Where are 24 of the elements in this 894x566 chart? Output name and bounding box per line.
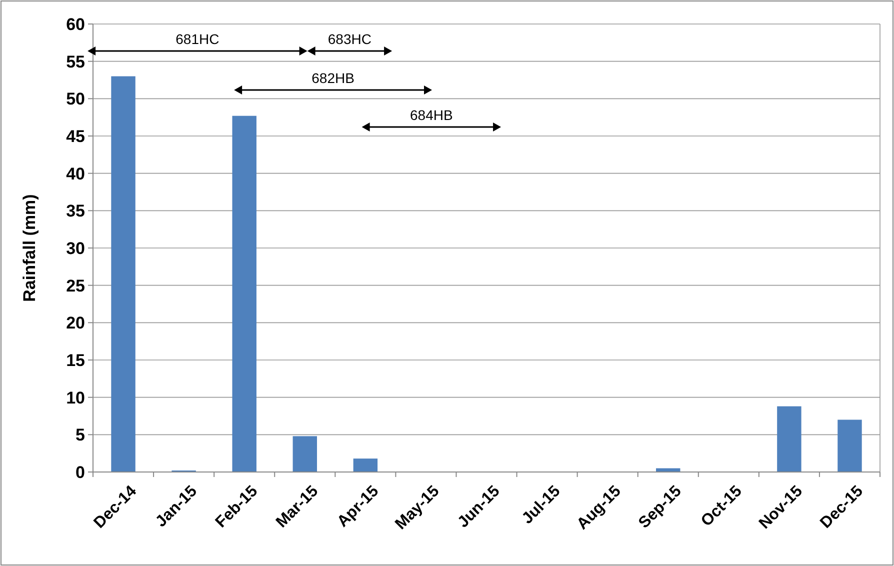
y-tick-label: 25 bbox=[66, 276, 85, 296]
y-tick-label: 5 bbox=[76, 426, 85, 445]
bar bbox=[353, 458, 378, 472]
bar bbox=[232, 116, 256, 472]
y-tick-label: 55 bbox=[66, 52, 85, 72]
annotation: 682HB bbox=[312, 70, 354, 86]
bar bbox=[838, 420, 862, 472]
y-tick-label: 45 bbox=[66, 126, 85, 146]
annotation: 681HC bbox=[176, 31, 220, 47]
y-tick-label: 30 bbox=[66, 238, 85, 258]
y-tick-label: 0 bbox=[76, 462, 85, 482]
bar bbox=[777, 406, 802, 472]
y-tick-label: 60 bbox=[66, 14, 85, 34]
y-tick-label: 40 bbox=[66, 164, 85, 184]
y-tick-label: 50 bbox=[66, 90, 85, 109]
bar bbox=[292, 436, 317, 472]
bar bbox=[111, 76, 136, 472]
y-axis-title: Rainfall (mm) bbox=[20, 194, 39, 302]
y-tick-label: 35 bbox=[66, 202, 85, 221]
annotation: 683HC bbox=[328, 31, 372, 47]
y-tick-label: 20 bbox=[66, 314, 85, 333]
annotation: 684HB bbox=[410, 107, 453, 123]
y-tick-label: 15 bbox=[66, 350, 85, 370]
y-tick-label: 10 bbox=[66, 388, 85, 408]
